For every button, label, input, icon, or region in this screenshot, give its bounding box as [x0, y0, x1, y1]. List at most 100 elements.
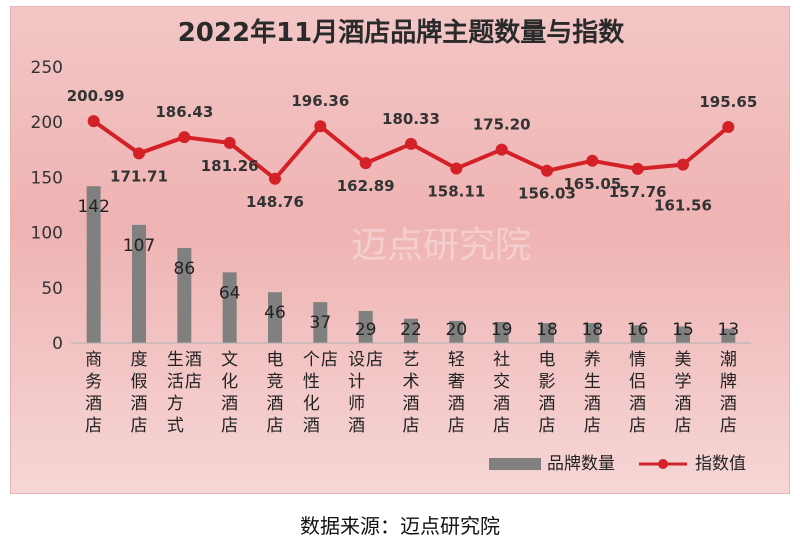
- chart-title: 2022年11月酒店品牌主题数量与指数: [178, 17, 626, 48]
- bar: [86, 186, 101, 343]
- bar-value-label: 18: [582, 320, 604, 340]
- x-tick-label: 电影酒店: [539, 350, 556, 436]
- x-tick-label: 社交酒店: [493, 350, 510, 436]
- x-tick-label: 商务酒店: [85, 350, 102, 436]
- x-tick-label-text: 轻奢酒店: [448, 350, 465, 436]
- bar: [404, 318, 418, 343]
- y-tick-label: 150: [31, 168, 63, 188]
- y-tick-label: 50: [41, 279, 63, 299]
- bar-value-label: 86: [174, 259, 196, 279]
- x-tick-label-text: 情侣酒店: [629, 350, 646, 436]
- bar: [177, 248, 192, 343]
- line-point: [178, 131, 191, 144]
- bar: [585, 323, 600, 343]
- line-value-labels: 200.99 171.71 186.43 181.26 148.76 196.36 162.…: [67, 87, 758, 215]
- x-tick-label: 情侣酒店: [629, 350, 646, 436]
- x-tick-label-text: 文化酒店: [221, 350, 238, 436]
- line-value-label: 158.11: [427, 182, 485, 200]
- x-tick-label-text: 设计师酒: [348, 350, 365, 436]
- x-tick-label-text: 店: [321, 350, 338, 370]
- line-point: [450, 162, 463, 175]
- bar-value-label: 16: [627, 320, 649, 340]
- y-axis: 0 50 100 150 200 250: [31, 58, 63, 354]
- line-value-label: 196.36: [291, 92, 349, 110]
- x-tick-label-text: 电竞酒店: [267, 350, 284, 436]
- x-tick-label: 艺术酒店: [403, 350, 420, 436]
- x-tick-label-text: 个性化酒: [303, 350, 320, 436]
- source-note: 数据来源：迈点研究院: [0, 510, 800, 539]
- bar: [721, 328, 736, 343]
- x-tick-label: 电竞酒店: [267, 350, 284, 436]
- y-tick-label: 0: [52, 334, 63, 354]
- line-value-label: 195.65: [699, 93, 757, 111]
- bar-value-label: 19: [491, 320, 513, 340]
- watermark-text: 迈点研究院: [351, 225, 531, 266]
- legend-swatch-bar: [489, 458, 541, 470]
- line-point: [359, 157, 372, 170]
- y-tick-label: 250: [31, 58, 63, 78]
- bar-value-label: 15: [672, 320, 694, 340]
- line-value-label: 181.26: [201, 157, 259, 175]
- bar-value-label: 18: [536, 320, 558, 340]
- line-point: [631, 162, 644, 175]
- x-tick-label-text: 养生酒店: [584, 350, 601, 436]
- x-tick-label: 轻奢酒店: [448, 350, 465, 436]
- bar: [449, 320, 464, 343]
- x-tick-label-text: 店: [366, 350, 383, 370]
- bar: [313, 302, 328, 343]
- line-point: [722, 121, 735, 134]
- line-value-label: 148.76: [246, 193, 304, 211]
- x-tick-label-text: 美学酒店: [675, 350, 692, 436]
- line-point: [133, 147, 145, 160]
- x-tick-label: 度假酒店: [131, 350, 148, 436]
- line-point: [314, 120, 327, 133]
- line-point: [405, 137, 417, 150]
- source-note-text: 数据来源：迈点研究院: [300, 514, 500, 538]
- line-value-label: 186.43: [155, 103, 213, 121]
- x-tick-label-text: 潮牌酒店: [720, 350, 737, 436]
- bar-value-label: 142: [77, 197, 109, 217]
- bar-value-label: 29: [355, 320, 377, 340]
- line-point: [87, 115, 100, 128]
- line-value-label: 156.03: [518, 185, 576, 203]
- line-point: [495, 143, 508, 156]
- x-tick-label-text: 电影酒店: [539, 350, 556, 436]
- bar-value-label: 20: [446, 320, 468, 340]
- line-value-label: 157.76: [609, 183, 667, 201]
- x-tick-label: 美学酒店: [675, 350, 692, 436]
- bar-value-label: 13: [718, 320, 740, 340]
- line-value-label: 165.05: [563, 175, 621, 193]
- chart-svg: 2022年11月酒店品牌主题数量与指数 迈点研究院 0 50 100 150 200 25…: [31, 17, 758, 474]
- line-point: [269, 172, 281, 185]
- line-value-label: 180.33: [382, 110, 440, 128]
- bar: [676, 326, 690, 343]
- x-tick-label: 潮牌酒店: [720, 350, 737, 436]
- legend-swatch-marker: [658, 459, 668, 469]
- bar-value-label: 46: [264, 303, 286, 323]
- legend-label-line: 指数值: [695, 454, 746, 474]
- bar-value-label: 22: [400, 320, 422, 340]
- line-value-label: 200.99: [67, 87, 125, 105]
- line-value-label: 162.89: [337, 177, 395, 195]
- y-tick-label: 100: [31, 224, 63, 244]
- bar: [358, 310, 373, 343]
- line-value-label: 175.20: [473, 116, 531, 134]
- x-tick-label-text: 社交酒店: [493, 350, 510, 436]
- line-point: [677, 158, 689, 171]
- legend: 品牌数量 指数值: [489, 454, 746, 474]
- bar: [268, 292, 282, 343]
- bar: [132, 224, 146, 343]
- x-tick-label-text: 酒店: [185, 350, 202, 392]
- bar-value-labels: 142 107 86 64 46 37 29 22 20 19 18 18 16 15 13: [77, 197, 739, 340]
- line-value-label: 171.71: [110, 167, 168, 185]
- bar: [630, 325, 645, 343]
- bar: [222, 272, 237, 343]
- line-value-label: 161.56: [654, 197, 712, 215]
- y-tick-label: 200: [31, 113, 63, 133]
- chart-panel: 2022年11月酒店品牌主题数量与指数 迈点研究院 0 50 100 150 200 25…: [10, 6, 790, 494]
- legend-label-bar: 品牌数量: [547, 454, 615, 474]
